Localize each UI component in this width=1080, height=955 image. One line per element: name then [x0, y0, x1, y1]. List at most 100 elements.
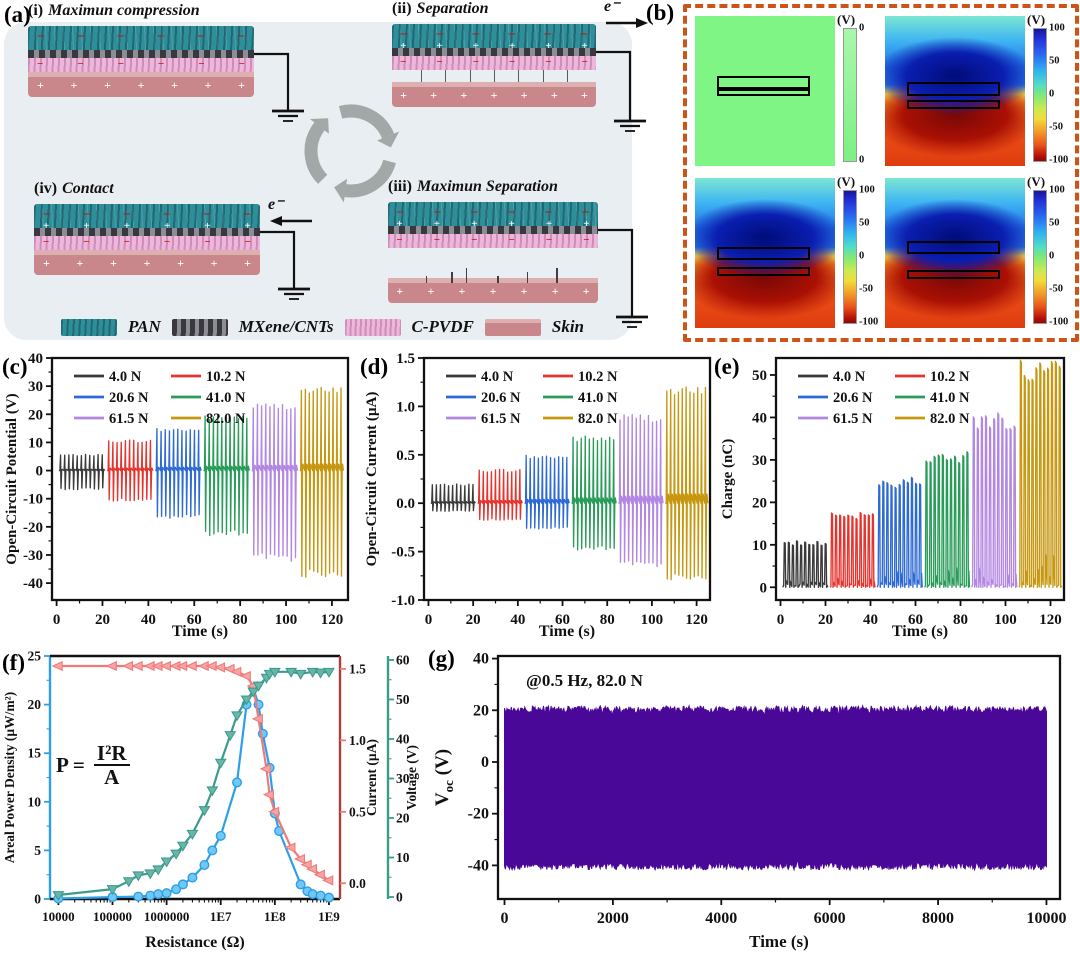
wire-to-ground	[260, 230, 310, 300]
legend-entry: 82.0 N	[206, 411, 246, 427]
legend-entry: 82.0 N	[930, 411, 970, 427]
formula-lhs: P	[56, 752, 68, 777]
colorbar-gradient	[843, 28, 857, 162]
electrode-outline	[907, 100, 1000, 109]
svg-text:0.0: 0.0	[396, 496, 415, 512]
test-condition-annotation: @0.5 Hz, 82.0 N	[526, 671, 644, 690]
legend-material-name: MXene/CNTs	[238, 317, 334, 336]
svg-text:40: 40	[863, 612, 878, 628]
colorbar-tick: 0	[859, 22, 865, 34]
colorbar-tick: -100	[859, 316, 879, 328]
cpvdf-layer: − − − − − −	[388, 234, 598, 248]
colorbar-gradient	[843, 190, 857, 324]
svg-text:1.0: 1.0	[396, 399, 415, 415]
charge-marks: + + + + + + +	[43, 256, 251, 270]
formula-numerator: I²R	[93, 742, 130, 767]
air-gap	[388, 248, 598, 278]
mxene-layer: + + + + + +	[392, 40, 596, 56]
svg-text:0: 0	[34, 892, 41, 907]
colorbar-tick: -100	[1049, 154, 1069, 166]
colorbar-tick: 50	[1049, 55, 1060, 67]
svg-text:120: 120	[685, 612, 708, 628]
svg-text:10: 10	[396, 850, 410, 865]
chart-svg-c: 0 20 40 60 80 100 120 -40 -30 -20 -10 0 10 20 30 40 Time…	[4, 351, 350, 640]
pan-layer: − − − − − −	[388, 202, 598, 226]
svg-text:4000: 4000	[705, 910, 737, 927]
legend-entry: 20.6 N	[481, 390, 521, 406]
y-axis-label: Charge (nC)	[720, 439, 736, 519]
colorbar-tick: -50	[1049, 121, 1063, 133]
voltage-band	[504, 703, 1047, 872]
simulation-grid: (V) 0 0 (V) 100 50 0 -50 -100 (V) 100 50 0 -50 -100 (V)…	[683, 4, 1079, 342]
series-10.2 N	[477, 468, 523, 521]
series-61.5 N	[618, 413, 664, 568]
chart-open-circuit-potential: (c) 0 20 40 60 80 100 120 -40 -30 -20 -10 0 10 20 30 40…	[0, 348, 362, 644]
y-axis-label: Voc (V)	[432, 749, 456, 806]
legend-entry: 41.0 N	[206, 390, 246, 406]
svg-text:1.5: 1.5	[349, 661, 366, 676]
legend-entry: 4.0 N	[109, 369, 142, 385]
y-axis-label: Open-Circuit Current (µA)	[364, 392, 380, 567]
svg-text:10000: 10000	[42, 909, 75, 924]
svg-text:0: 0	[36, 464, 44, 480]
svg-text:30: 30	[28, 379, 43, 395]
svg-text:120: 120	[321, 612, 344, 628]
colorbar-tick: 100	[859, 184, 875, 196]
svg-text:10000: 10000	[1026, 910, 1066, 927]
svg-text:20: 20	[473, 702, 489, 719]
colorbar-tick: 0	[859, 250, 865, 262]
legend-entry: 10.2 N	[206, 369, 246, 385]
series-4.0 N	[58, 453, 106, 491]
svg-text:40: 40	[28, 351, 43, 367]
electrode-divider	[719, 87, 808, 92]
chart-power-density: (f) P = I²R A 10000 100000 1000000 1E7 1E8 1E9…	[0, 644, 422, 955]
series-82.0 N	[299, 386, 345, 578]
svg-text:60: 60	[908, 612, 923, 628]
state-title: (ii) Separation	[392, 0, 489, 17]
colorbar-gradient	[1033, 28, 1047, 162]
svg-text:40: 40	[141, 612, 156, 628]
electrode-outline	[717, 266, 810, 276]
svg-text:20: 20	[752, 495, 767, 511]
charge-marks: + + + + + + +	[400, 88, 588, 102]
series-41.0 N	[571, 435, 617, 551]
chart-svg-f: 10000 100000 1000000 1E7 1E8 1E9 Resistance (Ω…	[2, 649, 419, 952]
panel-a-label: (a)	[4, 2, 31, 27]
svg-text:1000000: 1000000	[144, 909, 190, 924]
colorbar-tick: 100	[1049, 22, 1065, 34]
svg-text:5: 5	[34, 843, 41, 858]
svg-text:15: 15	[28, 746, 42, 761]
legend-entry: 61.5 N	[833, 411, 873, 427]
series-areal-power-density	[58, 687, 330, 900]
svg-text:2000: 2000	[597, 910, 629, 927]
svg-text:-1.0: -1.0	[391, 593, 415, 609]
state-title: (iii) Maximun Separation	[388, 178, 558, 195]
series-20.6 N	[876, 476, 923, 588]
charge-marks: + + + + + +	[43, 220, 251, 232]
pan-layer: − − − − − −	[34, 204, 260, 228]
potential-map-medium-separation	[695, 178, 835, 328]
skin-layer: + + + + + + +	[28, 72, 254, 97]
svg-text:100: 100	[641, 612, 664, 628]
svg-text:0: 0	[501, 910, 509, 927]
svg-text:-20: -20	[23, 520, 43, 536]
simulation-cell-3: (V) 100 50 0 -50 -100	[885, 174, 1073, 330]
cpvdf-layer: − − − − − −	[34, 236, 260, 250]
electron-label: e⁻	[604, 0, 620, 15]
mxene-layer	[28, 50, 254, 58]
cpvdf-layer: − − − − − −	[28, 58, 254, 72]
svg-text:-20: -20	[468, 806, 489, 823]
series-4.0 N	[782, 540, 829, 588]
panel-g-label: (g)	[428, 646, 455, 671]
colorbar-tick: 100	[1049, 184, 1065, 196]
charge-marks: − − − − − −	[43, 207, 251, 223]
colorbar-tick: -50	[1049, 283, 1063, 295]
cycle-arrows-icon	[304, 104, 400, 203]
skin-layer: + + + + + + +	[34, 250, 260, 275]
series-82.0 N	[665, 386, 709, 581]
svg-text:0: 0	[481, 754, 489, 771]
legend-entry: 10.2 N	[930, 369, 970, 385]
svg-text:10: 10	[28, 435, 43, 451]
svg-text:100: 100	[994, 612, 1017, 628]
